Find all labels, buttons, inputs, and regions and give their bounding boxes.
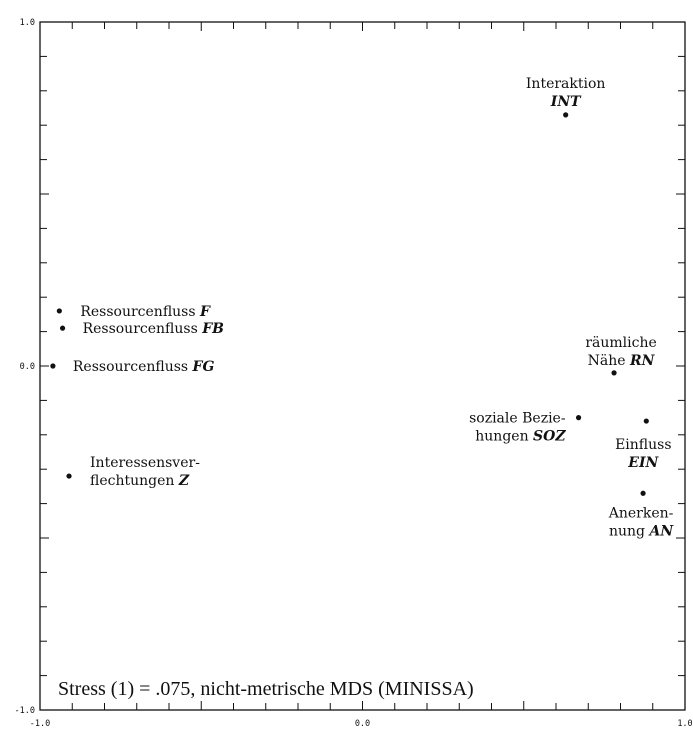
data-point-an xyxy=(640,490,646,496)
point-label-z: flechtungen Z xyxy=(90,473,190,489)
point-code-fb: FB xyxy=(201,321,224,337)
point-label-ein: Einfluss xyxy=(615,437,671,453)
point-label-an: nung AN xyxy=(609,523,674,539)
point-label-soz: hungen SOZ xyxy=(475,429,566,445)
point-code-int: INT xyxy=(550,94,582,110)
point-label-z: Interessensver- xyxy=(90,455,200,471)
data-point-fb xyxy=(59,325,66,331)
x-tick-label: 1.0 xyxy=(677,719,692,729)
point-label-fg: Ressourcenfluss FG xyxy=(73,359,215,375)
point-code-rn: RN xyxy=(629,353,656,369)
data-point-soz xyxy=(575,415,582,421)
point-code-fg: FG xyxy=(192,359,215,375)
y-tick-label: -1.0 xyxy=(15,706,35,716)
point-code-an: AN xyxy=(647,523,674,539)
axis-tick-labels: -1.0 0.0 1.0 1.0 0.0 -1.0 xyxy=(15,18,693,729)
point-label-int: Interaktion xyxy=(526,76,606,92)
y-tick-label: 1.0 xyxy=(20,18,35,28)
x-tick-label: -1.0 xyxy=(30,719,50,729)
data-point-ein xyxy=(643,418,649,424)
data-point-int xyxy=(563,112,569,118)
point-label-rn: Nähe RN xyxy=(588,353,656,369)
x-tick-label: 0.0 xyxy=(355,719,370,729)
data-point-z xyxy=(66,473,72,479)
point-code-f: F xyxy=(199,304,211,320)
point-label-soz: soziale Bezie- xyxy=(469,411,566,427)
point-label-f: Ressourcenfluss F xyxy=(80,304,211,320)
point-label-ein: EIN xyxy=(627,455,659,471)
point-code-z: Z xyxy=(178,473,190,489)
point-label-fb: Ressourcenfluss FB xyxy=(83,321,225,337)
chart-caption: Stress (1) = .075, nicht-metrische MDS (… xyxy=(58,678,474,700)
point-label-rn: räumliche xyxy=(585,335,656,351)
data-points xyxy=(50,112,649,496)
point-label-an: Anerken- xyxy=(608,505,674,521)
axis-ticks xyxy=(39,21,686,711)
data-point-fg xyxy=(50,363,56,369)
point-code-soz: SOZ xyxy=(533,429,566,445)
point-label-int: INT xyxy=(550,94,582,110)
data-point-rn xyxy=(611,370,617,376)
data-point-f xyxy=(56,308,62,314)
point-code-ein: EIN xyxy=(627,455,659,471)
y-tick-label: 0.0 xyxy=(20,362,35,372)
